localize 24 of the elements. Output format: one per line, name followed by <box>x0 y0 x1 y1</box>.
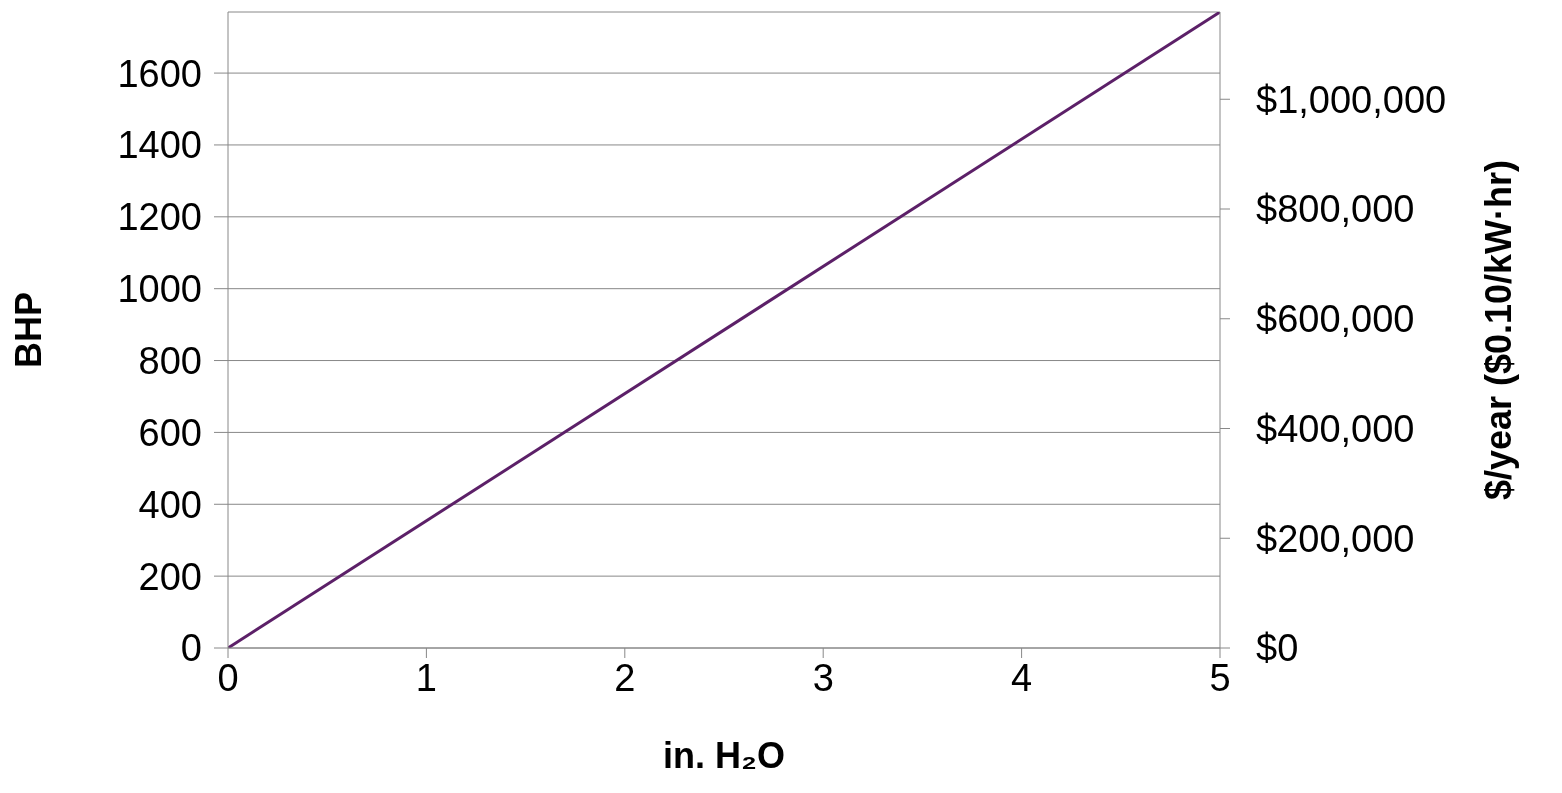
y-tick-label: 400 <box>138 483 202 526</box>
y-tick-label: 1400 <box>117 124 202 167</box>
y-tick-label: 1600 <box>117 52 202 95</box>
y2-tick-label: $0 <box>1256 627 1299 670</box>
y-tick-label: 200 <box>138 555 202 598</box>
x-tick-label: 4 <box>1011 656 1033 699</box>
x-tick-label: 3 <box>812 656 834 699</box>
y2-tick-label: $400,000 <box>1256 407 1415 450</box>
y2-tick-label: $200,000 <box>1256 517 1415 560</box>
y-tick-label: 0 <box>180 627 202 670</box>
y-axis-title: BHP <box>7 291 49 369</box>
x-tick-label: 1 <box>415 656 437 699</box>
x-axis-title: in. H₂O <box>663 735 785 776</box>
y2-tick-label: $1,000,000 <box>1256 78 1447 121</box>
y-tick-label: 1200 <box>117 196 202 239</box>
x-tick-label: 5 <box>1209 656 1231 699</box>
y-tick-label: 600 <box>138 411 202 454</box>
y-tick-label: 800 <box>138 340 202 383</box>
x-tick-label: 2 <box>614 656 636 699</box>
x-tick-label: 0 <box>217 656 239 699</box>
y2-axis-title: $/year ($0.10/kW·hr) <box>1477 159 1519 501</box>
y2-tick-label: $800,000 <box>1256 188 1415 231</box>
y-tick-label: 1000 <box>117 268 202 311</box>
y2-tick-label: $600,000 <box>1256 298 1415 341</box>
